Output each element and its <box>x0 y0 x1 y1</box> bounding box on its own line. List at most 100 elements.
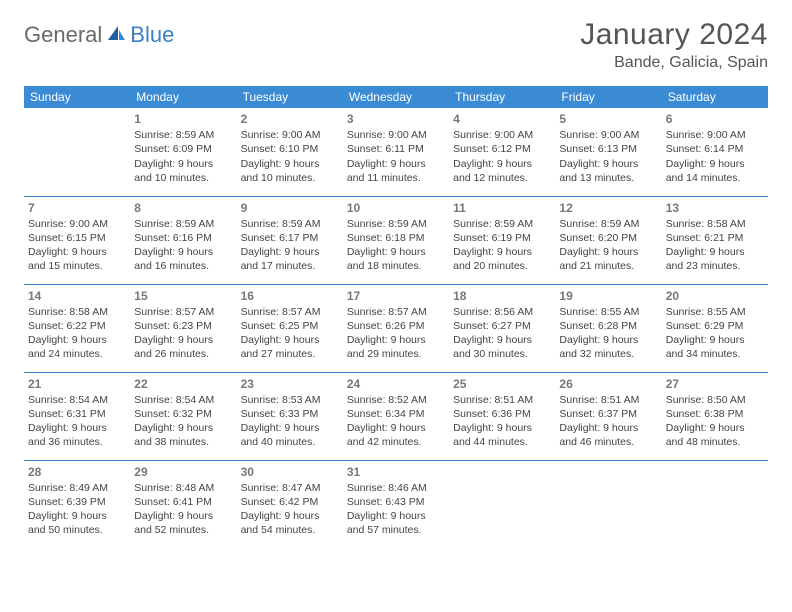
calendar-day-cell <box>662 460 768 548</box>
day-header-row: SundayMondayTuesdayWednesdayThursdayFrid… <box>24 86 768 108</box>
daylight-line: Daylight: 9 hours and 52 minutes. <box>134 509 232 537</box>
day-number: 9 <box>241 200 339 216</box>
sunrise-line: Sunrise: 9:00 AM <box>28 217 126 231</box>
sunset-line: Sunset: 6:12 PM <box>453 142 551 156</box>
logo-text-blue: Blue <box>130 22 174 48</box>
day-header: Thursday <box>449 86 555 108</box>
calendar-day-cell: 8Sunrise: 8:59 AMSunset: 6:16 PMDaylight… <box>130 196 236 284</box>
sunset-line: Sunset: 6:18 PM <box>347 231 445 245</box>
day-number: 20 <box>666 288 764 304</box>
calendar-day-cell: 9Sunrise: 8:59 AMSunset: 6:17 PMDaylight… <box>237 196 343 284</box>
calendar-day-cell: 18Sunrise: 8:56 AMSunset: 6:27 PMDayligh… <box>449 284 555 372</box>
sunrise-line: Sunrise: 8:53 AM <box>241 393 339 407</box>
sunset-line: Sunset: 6:23 PM <box>134 319 232 333</box>
calendar-day-cell: 6Sunrise: 9:00 AMSunset: 6:14 PMDaylight… <box>662 108 768 196</box>
daylight-line: Daylight: 9 hours and 14 minutes. <box>666 157 764 185</box>
day-number: 10 <box>347 200 445 216</box>
sunset-line: Sunset: 6:26 PM <box>347 319 445 333</box>
sunrise-line: Sunrise: 8:51 AM <box>453 393 551 407</box>
day-header: Tuesday <box>237 86 343 108</box>
day-number: 18 <box>453 288 551 304</box>
sunset-line: Sunset: 6:37 PM <box>559 407 657 421</box>
daylight-line: Daylight: 9 hours and 26 minutes. <box>134 333 232 361</box>
sunrise-line: Sunrise: 8:59 AM <box>559 217 657 231</box>
day-number: 28 <box>28 464 126 480</box>
daylight-line: Daylight: 9 hours and 24 minutes. <box>28 333 126 361</box>
daylight-line: Daylight: 9 hours and 29 minutes. <box>347 333 445 361</box>
sunrise-line: Sunrise: 8:55 AM <box>559 305 657 319</box>
daylight-line: Daylight: 9 hours and 20 minutes. <box>453 245 551 273</box>
calendar-week-row: 1Sunrise: 8:59 AMSunset: 6:09 PMDaylight… <box>24 108 768 196</box>
daylight-line: Daylight: 9 hours and 10 minutes. <box>134 157 232 185</box>
day-number: 24 <box>347 376 445 392</box>
sunrise-line: Sunrise: 9:00 AM <box>347 128 445 142</box>
sunrise-line: Sunrise: 8:59 AM <box>347 217 445 231</box>
sunrise-line: Sunrise: 8:57 AM <box>347 305 445 319</box>
day-header: Monday <box>130 86 236 108</box>
daylight-line: Daylight: 9 hours and 27 minutes. <box>241 333 339 361</box>
day-number: 14 <box>28 288 126 304</box>
sunset-line: Sunset: 6:41 PM <box>134 495 232 509</box>
sunrise-line: Sunrise: 8:57 AM <box>241 305 339 319</box>
day-header: Wednesday <box>343 86 449 108</box>
daylight-line: Daylight: 9 hours and 16 minutes. <box>134 245 232 273</box>
sunrise-line: Sunrise: 8:57 AM <box>134 305 232 319</box>
daylight-line: Daylight: 9 hours and 40 minutes. <box>241 421 339 449</box>
sunrise-line: Sunrise: 8:58 AM <box>28 305 126 319</box>
sunset-line: Sunset: 6:13 PM <box>559 142 657 156</box>
sunset-line: Sunset: 6:27 PM <box>453 319 551 333</box>
day-number: 21 <box>28 376 126 392</box>
calendar-day-cell: 5Sunrise: 9:00 AMSunset: 6:13 PMDaylight… <box>555 108 661 196</box>
day-number: 27 <box>666 376 764 392</box>
calendar-day-cell: 21Sunrise: 8:54 AMSunset: 6:31 PMDayligh… <box>24 372 130 460</box>
daylight-line: Daylight: 9 hours and 54 minutes. <box>241 509 339 537</box>
calendar-head: SundayMondayTuesdayWednesdayThursdayFrid… <box>24 86 768 108</box>
calendar-day-cell <box>555 460 661 548</box>
logo-text-general: General <box>24 22 102 48</box>
page-title: January 2024 <box>580 18 768 52</box>
calendar-week-row: 21Sunrise: 8:54 AMSunset: 6:31 PMDayligh… <box>24 372 768 460</box>
day-number: 1 <box>134 111 232 127</box>
sunrise-line: Sunrise: 8:55 AM <box>666 305 764 319</box>
daylight-line: Daylight: 9 hours and 11 minutes. <box>347 157 445 185</box>
sunset-line: Sunset: 6:21 PM <box>666 231 764 245</box>
sunset-line: Sunset: 6:15 PM <box>28 231 126 245</box>
sunset-line: Sunset: 6:33 PM <box>241 407 339 421</box>
day-number: 6 <box>666 111 764 127</box>
day-number: 15 <box>134 288 232 304</box>
sunrise-line: Sunrise: 9:00 AM <box>241 128 339 142</box>
calendar-day-cell: 12Sunrise: 8:59 AMSunset: 6:20 PMDayligh… <box>555 196 661 284</box>
calendar-day-cell: 10Sunrise: 8:59 AMSunset: 6:18 PMDayligh… <box>343 196 449 284</box>
sunset-line: Sunset: 6:31 PM <box>28 407 126 421</box>
sunset-line: Sunset: 6:16 PM <box>134 231 232 245</box>
daylight-line: Daylight: 9 hours and 34 minutes. <box>666 333 764 361</box>
daylight-line: Daylight: 9 hours and 21 minutes. <box>559 245 657 273</box>
day-number: 8 <box>134 200 232 216</box>
sunrise-line: Sunrise: 8:46 AM <box>347 481 445 495</box>
sunset-line: Sunset: 6:14 PM <box>666 142 764 156</box>
day-number: 4 <box>453 111 551 127</box>
calendar-day-cell: 19Sunrise: 8:55 AMSunset: 6:28 PMDayligh… <box>555 284 661 372</box>
sunrise-line: Sunrise: 8:56 AM <box>453 305 551 319</box>
sunset-line: Sunset: 6:36 PM <box>453 407 551 421</box>
calendar-day-cell: 24Sunrise: 8:52 AMSunset: 6:34 PMDayligh… <box>343 372 449 460</box>
sunset-line: Sunset: 6:17 PM <box>241 231 339 245</box>
sunset-line: Sunset: 6:34 PM <box>347 407 445 421</box>
sunset-line: Sunset: 6:25 PM <box>241 319 339 333</box>
sunrise-line: Sunrise: 8:51 AM <box>559 393 657 407</box>
calendar-day-cell <box>449 460 555 548</box>
daylight-line: Daylight: 9 hours and 38 minutes. <box>134 421 232 449</box>
calendar-day-cell: 23Sunrise: 8:53 AMSunset: 6:33 PMDayligh… <box>237 372 343 460</box>
day-number: 12 <box>559 200 657 216</box>
day-number: 11 <box>453 200 551 216</box>
calendar-day-cell: 25Sunrise: 8:51 AMSunset: 6:36 PMDayligh… <box>449 372 555 460</box>
daylight-line: Daylight: 9 hours and 44 minutes. <box>453 421 551 449</box>
calendar-day-cell: 28Sunrise: 8:49 AMSunset: 6:39 PMDayligh… <box>24 460 130 548</box>
calendar-day-cell: 13Sunrise: 8:58 AMSunset: 6:21 PMDayligh… <box>662 196 768 284</box>
calendar-day-cell: 20Sunrise: 8:55 AMSunset: 6:29 PMDayligh… <box>662 284 768 372</box>
calendar-day-cell: 16Sunrise: 8:57 AMSunset: 6:25 PMDayligh… <box>237 284 343 372</box>
calendar-day-cell: 27Sunrise: 8:50 AMSunset: 6:38 PMDayligh… <box>662 372 768 460</box>
calendar-day-cell: 7Sunrise: 9:00 AMSunset: 6:15 PMDaylight… <box>24 196 130 284</box>
sunrise-line: Sunrise: 9:00 AM <box>666 128 764 142</box>
calendar-day-cell: 30Sunrise: 8:47 AMSunset: 6:42 PMDayligh… <box>237 460 343 548</box>
